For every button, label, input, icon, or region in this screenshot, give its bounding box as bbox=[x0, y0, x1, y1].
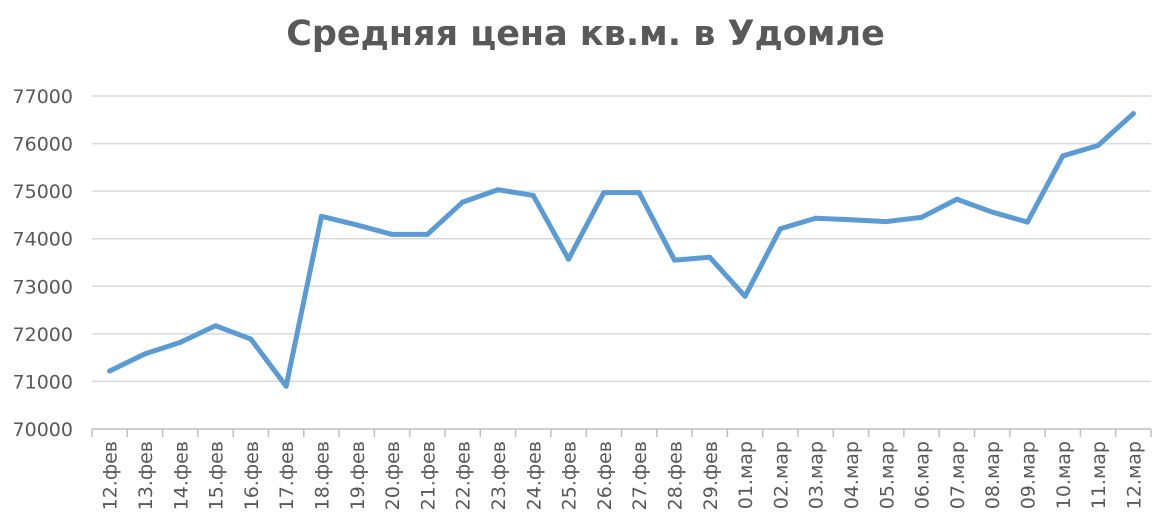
data-point bbox=[424, 231, 430, 237]
data-point bbox=[777, 226, 783, 232]
x-tick-label: 05.мар bbox=[876, 441, 898, 509]
series-layer bbox=[107, 111, 1136, 389]
x-tick-label: 08.мар bbox=[982, 441, 1004, 509]
series-line bbox=[107, 111, 1136, 389]
x-tick-label: 27.фев bbox=[629, 441, 651, 510]
data-point bbox=[742, 293, 748, 299]
x-axis bbox=[91, 428, 1152, 437]
data-point bbox=[989, 209, 995, 215]
data-point bbox=[883, 219, 889, 225]
y-tick-label: 75000 bbox=[13, 181, 73, 203]
data-point bbox=[707, 254, 713, 260]
data-point bbox=[389, 231, 395, 237]
x-tick-label: 22.фев bbox=[453, 441, 475, 510]
x-tick-label: 09.мар bbox=[1017, 441, 1039, 509]
data-point bbox=[107, 368, 113, 374]
y-tick-label: 70000 bbox=[13, 419, 73, 441]
data-point bbox=[919, 214, 925, 220]
data-point bbox=[636, 190, 642, 196]
x-tick-label: 16.фев bbox=[241, 441, 263, 510]
x-axis-tick-labels: 12.фев 13.фев 14.фев 15.фев 16.фев 17.фев 18.ф… bbox=[100, 441, 1146, 510]
x-tick-label: 10.мар bbox=[1053, 441, 1075, 509]
data-point bbox=[248, 336, 254, 342]
x-tick-label: 14.фев bbox=[170, 441, 192, 510]
y-tick-label: 74000 bbox=[13, 229, 73, 251]
y-tick-label: 72000 bbox=[13, 324, 73, 346]
y-tick-label: 71000 bbox=[13, 371, 73, 393]
x-tick-label: 06.мар bbox=[912, 441, 934, 509]
x-tick-label: 17.фев bbox=[276, 441, 298, 510]
x-tick-label: 07.мар bbox=[947, 441, 969, 509]
x-tick-label: 02.мар bbox=[770, 441, 792, 509]
data-point bbox=[813, 215, 819, 221]
y-tick-label: 77000 bbox=[13, 86, 73, 108]
x-tick-label: 23.фев bbox=[488, 441, 510, 510]
x-tick-label: 24.фев bbox=[523, 441, 545, 510]
x-tick-label: 25.фев bbox=[559, 441, 581, 510]
x-tick-label: 03.мар bbox=[806, 441, 828, 509]
y-tick-label: 76000 bbox=[13, 134, 73, 156]
y-axis-tick-labels: 70000 71000 72000 73000 74000 75000 76000 77000 bbox=[13, 86, 73, 441]
data-point bbox=[1060, 153, 1066, 159]
data-point bbox=[848, 217, 854, 223]
y-tick-label: 73000 bbox=[13, 276, 73, 298]
data-point bbox=[566, 256, 572, 262]
data-point bbox=[1024, 219, 1030, 225]
x-tick-label: 15.фев bbox=[206, 441, 228, 510]
data-point bbox=[495, 187, 501, 193]
x-tick-label: 11.мар bbox=[1088, 441, 1110, 509]
x-tick-label: 28.фев bbox=[664, 441, 686, 510]
x-tick-label: 19.фев bbox=[347, 441, 369, 510]
x-tick-label: 04.мар bbox=[841, 441, 863, 509]
data-point bbox=[213, 323, 219, 329]
data-point bbox=[671, 257, 677, 263]
data-point bbox=[177, 339, 183, 345]
data-point bbox=[460, 199, 466, 205]
chart-title: Средняя цена кв.м. в Удомле bbox=[286, 14, 885, 54]
gridlines bbox=[92, 95, 1151, 383]
x-tick-label: 13.фев bbox=[135, 441, 157, 510]
x-tick-label: 01.мар bbox=[735, 441, 757, 509]
data-point bbox=[318, 213, 324, 219]
x-tick-label: 20.фев bbox=[382, 441, 404, 510]
data-point bbox=[601, 190, 607, 196]
x-tick-label: 26.фев bbox=[594, 441, 616, 510]
data-point bbox=[142, 351, 148, 357]
x-tick-label: 21.фев bbox=[417, 441, 439, 510]
data-point bbox=[283, 383, 289, 389]
x-tick-label: 12.мар bbox=[1123, 441, 1145, 509]
data-point bbox=[1095, 142, 1101, 148]
data-point bbox=[954, 196, 960, 202]
x-tick-label: 18.фев bbox=[311, 441, 333, 510]
data-point bbox=[354, 222, 360, 228]
x-tick-label: 29.фев bbox=[700, 441, 722, 510]
data-point bbox=[530, 192, 536, 198]
data-point bbox=[1130, 111, 1136, 117]
x-tick-label: 12.фев bbox=[100, 441, 122, 510]
